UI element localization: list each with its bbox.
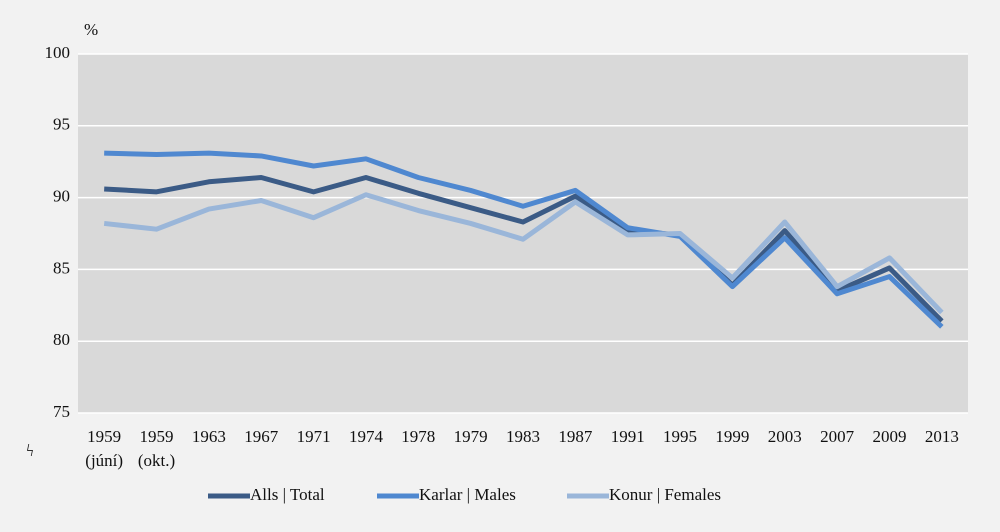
legend-label: Karlar | Males xyxy=(419,485,516,504)
x-tick-label: 2003 xyxy=(768,427,802,446)
x-tick-label: 1991 xyxy=(611,427,645,446)
y-tick-label: 75 xyxy=(53,402,70,421)
x-tick-label: 1974 xyxy=(349,427,384,446)
x-tick-label: 1983 xyxy=(506,427,540,446)
y-axis-label: % xyxy=(84,20,98,39)
plot-area xyxy=(78,54,968,413)
x-tick-label: 1979 xyxy=(454,427,488,446)
x-tick-label: 1971 xyxy=(297,427,331,446)
x-tick-label: 2009 xyxy=(872,427,906,446)
series-line xyxy=(104,174,944,323)
y-tick-label: 100 xyxy=(45,43,71,62)
x-tick-label: 1999 xyxy=(715,427,749,446)
y-tick-label: 90 xyxy=(53,187,70,206)
x-tick-label: 1987 xyxy=(558,427,593,446)
legend-label: Alls | Total xyxy=(250,485,325,504)
series-line xyxy=(103,192,944,315)
series-line xyxy=(104,150,944,329)
legend-label: Konur | Females xyxy=(609,485,721,504)
y-tick-label: 85 xyxy=(53,258,70,277)
y-tick-label: 95 xyxy=(53,115,70,134)
y-tick-label: 80 xyxy=(53,330,70,349)
axis-break: ϟ xyxy=(26,441,34,460)
x-tick-label: 1967 xyxy=(244,427,279,446)
x-tick-label: 1959 (okt.) xyxy=(138,427,175,470)
x-tick-label: 2013 xyxy=(925,427,959,446)
x-tick-label: 1978 xyxy=(401,427,435,446)
x-tick-label: 1995 xyxy=(663,427,697,446)
x-tick-label: 2007 xyxy=(820,427,855,446)
x-tick-label: 1959 (júní) xyxy=(85,427,123,470)
x-tick-label: 1963 xyxy=(192,427,226,446)
